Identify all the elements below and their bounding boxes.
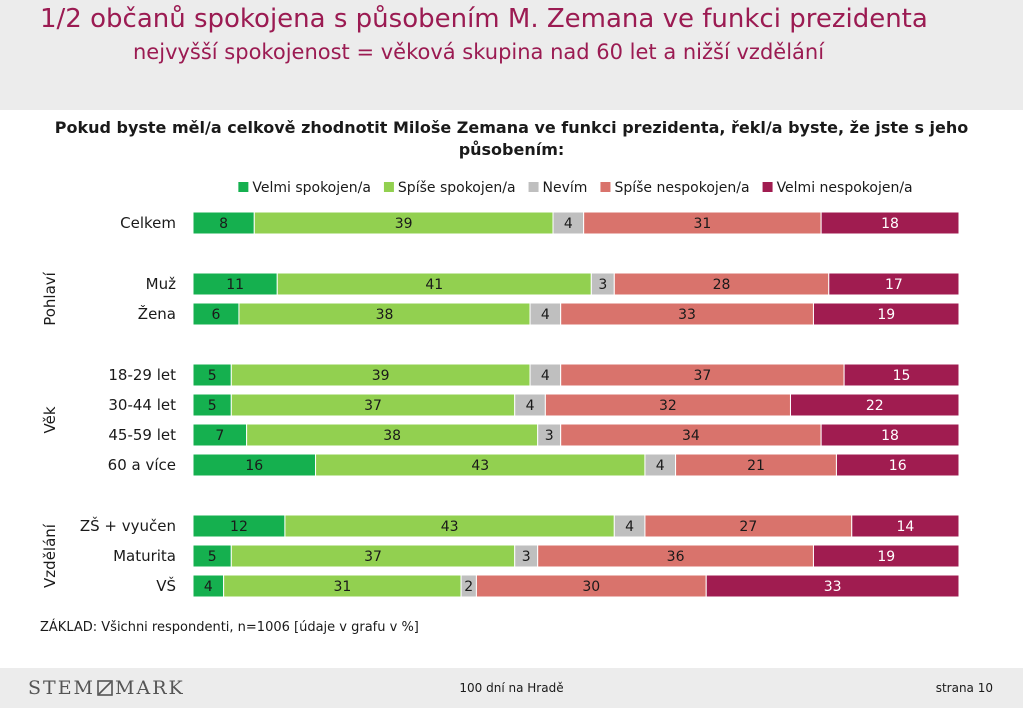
bar-segment bbox=[812, 544, 960, 568]
bar-segment bbox=[789, 393, 960, 417]
data-label: 21 bbox=[747, 458, 765, 474]
data-label: 5 bbox=[208, 368, 217, 384]
data-label: 37 bbox=[364, 549, 382, 565]
data-label: 4 bbox=[625, 519, 634, 535]
legend-swatch-0 bbox=[238, 182, 249, 192]
group-label: Pohlaví bbox=[41, 271, 59, 325]
data-label: 16 bbox=[245, 458, 263, 474]
data-label: 11 bbox=[226, 277, 244, 293]
row-label: Žena bbox=[138, 304, 176, 323]
data-label: 4 bbox=[656, 458, 665, 474]
data-label: 38 bbox=[376, 307, 394, 323]
footer: STEM MARK 100 dní na Hradě strana 10 bbox=[0, 668, 1023, 708]
data-label: 37 bbox=[693, 368, 711, 384]
data-label: 14 bbox=[896, 519, 914, 535]
bar-segment bbox=[812, 302, 960, 326]
legend-swatch-2 bbox=[528, 182, 539, 192]
bar-segment bbox=[843, 363, 960, 387]
data-label: 31 bbox=[693, 216, 711, 232]
group-label: Věk bbox=[41, 406, 59, 433]
legend-label-4: Velmi nespokojen/a bbox=[777, 180, 913, 196]
bar-segment bbox=[828, 272, 960, 296]
legend-label-2: Nevím bbox=[543, 180, 588, 196]
data-label: 43 bbox=[441, 519, 459, 535]
data-label: 3 bbox=[598, 277, 607, 293]
page-number: strana 10 bbox=[935, 681, 993, 695]
data-label: 32 bbox=[659, 398, 677, 414]
bar-segment bbox=[820, 211, 960, 235]
data-label: 39 bbox=[395, 216, 413, 232]
stem-mark-logo: STEM MARK bbox=[28, 674, 185, 702]
group-label: Vzdělání bbox=[41, 523, 59, 588]
data-label: 3 bbox=[522, 549, 531, 565]
row-label: Celkem bbox=[120, 214, 176, 232]
row-label: 45-59 let bbox=[108, 426, 176, 444]
data-label: 12 bbox=[230, 519, 248, 535]
bar-segment bbox=[835, 453, 960, 477]
legend-swatch-4 bbox=[762, 182, 773, 192]
data-label: 7 bbox=[215, 428, 224, 444]
bar-segment bbox=[820, 423, 960, 447]
legend-label-3: Spíše nespokojen/a bbox=[614, 180, 749, 196]
data-label: 36 bbox=[667, 549, 685, 565]
legend-swatch-3 bbox=[600, 182, 611, 192]
stacked-bar-chart: Velmi spokojen/a Spíše spokojen/a Nevím Spí… bbox=[41, 180, 960, 598]
row-label: ZŠ + vyučen bbox=[80, 516, 176, 535]
row-label: 18-29 let bbox=[108, 366, 176, 384]
data-label: 4 bbox=[204, 579, 213, 595]
data-label: 43 bbox=[471, 458, 489, 474]
page-title: 1/2 občanů spokojena s působením M. Zema… bbox=[40, 4, 928, 34]
data-label: 41 bbox=[425, 277, 443, 293]
data-label: 8 bbox=[219, 216, 228, 232]
data-label: 17 bbox=[885, 277, 903, 293]
data-label: 4 bbox=[564, 216, 573, 232]
footer-title: 100 dní na Hradě bbox=[459, 681, 564, 695]
data-label: 15 bbox=[893, 368, 911, 384]
logo-text-left: STEM bbox=[28, 677, 96, 699]
data-label: 22 bbox=[866, 398, 884, 414]
data-label: 2 bbox=[464, 579, 473, 595]
legend-label-0: Velmi spokojen/a bbox=[252, 180, 371, 196]
row-label: 30-44 let bbox=[108, 396, 176, 414]
data-label: 31 bbox=[333, 579, 351, 595]
data-label: 16 bbox=[889, 458, 907, 474]
data-label: 19 bbox=[877, 549, 895, 565]
bar-segment bbox=[851, 514, 960, 538]
data-label: 33 bbox=[678, 307, 696, 323]
legend-swatch-1 bbox=[383, 182, 394, 192]
data-label: 4 bbox=[541, 307, 550, 323]
data-label: 18 bbox=[881, 216, 899, 232]
data-label: 33 bbox=[824, 579, 842, 595]
row-label: VŠ bbox=[156, 576, 176, 595]
data-label: 4 bbox=[541, 368, 550, 384]
data-label: 5 bbox=[208, 398, 217, 414]
data-label: 5 bbox=[208, 549, 217, 565]
data-label: 18 bbox=[881, 428, 899, 444]
base-note: ZÁKLAD: Všichni respondenti, n=1006 [úda… bbox=[40, 620, 419, 635]
chart-question: Pokud byste měl/a celkově zhodnotit Milo… bbox=[54, 118, 969, 159]
data-label: 19 bbox=[877, 307, 895, 323]
page-subtitle: nejvyšší spokojenost = věková skupina na… bbox=[133, 40, 825, 64]
row-label: Maturita bbox=[113, 547, 176, 565]
logo-slash-icon bbox=[97, 680, 113, 696]
data-label: 38 bbox=[383, 428, 401, 444]
header: 1/2 občanů spokojena s působením M. Zema… bbox=[0, 0, 1023, 110]
legend-label-1: Spíše spokojen/a bbox=[398, 180, 516, 196]
data-label: 37 bbox=[364, 398, 382, 414]
data-label: 4 bbox=[526, 398, 535, 414]
data-label: 39 bbox=[372, 368, 390, 384]
data-label: 27 bbox=[739, 519, 757, 535]
row-label: 60 a více bbox=[108, 456, 176, 474]
data-label: 28 bbox=[713, 277, 731, 293]
data-label: 30 bbox=[582, 579, 600, 595]
data-label: 3 bbox=[545, 428, 554, 444]
data-label: 34 bbox=[682, 428, 700, 444]
logo-text-right: MARK bbox=[115, 677, 185, 699]
bar-segment bbox=[705, 574, 960, 598]
row-label: Muž bbox=[146, 275, 176, 293]
data-label: 6 bbox=[212, 307, 221, 323]
